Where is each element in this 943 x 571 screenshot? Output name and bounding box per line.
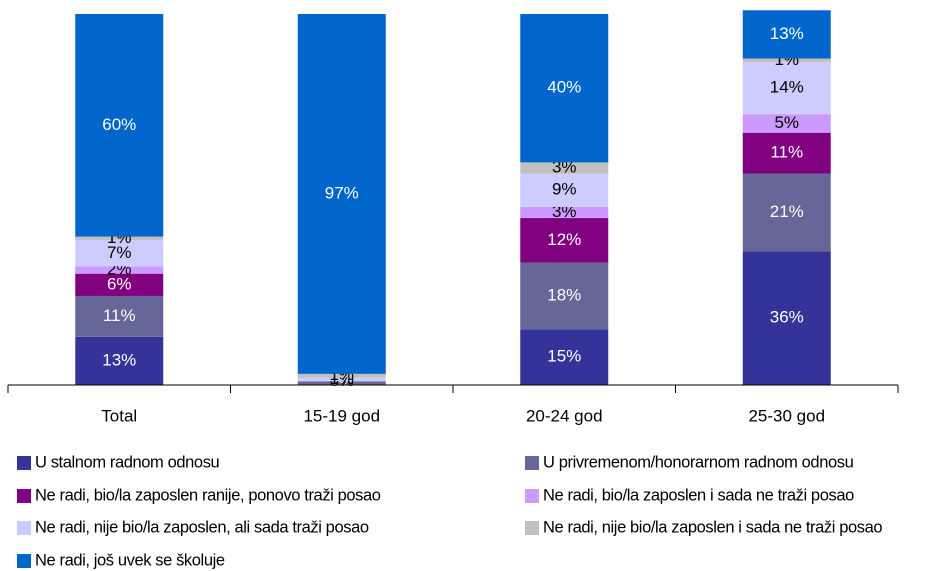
bar-segment — [520, 14, 609, 163]
bar-segment — [297, 381, 386, 385]
legend-swatch — [17, 521, 31, 535]
bar-segment — [520, 329, 609, 385]
data-label: 13% — [102, 350, 136, 369]
legend-swatch — [525, 521, 539, 535]
x-tick-label: 20-24 god — [526, 406, 603, 425]
legend-label: U privremenom/honorarnom radnom odnosu — [543, 453, 854, 471]
bar-segment — [297, 377, 386, 382]
data-label: 18% — [547, 285, 581, 304]
bar-segment — [75, 336, 164, 385]
data-label: 14% — [770, 78, 804, 97]
legend-label: Ne radi, nije bio/la zaposlen, ali sada … — [35, 518, 369, 536]
data-label: 13% — [770, 24, 804, 43]
legend-swatch — [525, 456, 539, 470]
x-tick-label: Total — [101, 406, 137, 425]
data-label: 36% — [770, 308, 804, 327]
legend-swatch — [17, 554, 31, 568]
data-label: 5% — [774, 113, 799, 132]
data-label: 6% — [107, 274, 132, 293]
legend-label: Ne radi, bio/la zaposlen ranije, ponovo … — [35, 486, 381, 504]
x-tick-label: 25-30 god — [748, 406, 825, 425]
bar-segment — [75, 236, 164, 241]
bar-segment — [742, 132, 831, 174]
data-label: 11% — [770, 143, 803, 162]
bar-segment — [75, 266, 164, 274]
bar-segment — [742, 251, 831, 385]
bar-segment — [297, 14, 386, 374]
legend-swatch — [17, 489, 31, 503]
data-label: 21% — [770, 202, 804, 221]
legend-swatch — [525, 489, 539, 503]
bar-segment — [520, 173, 609, 207]
bar-segment — [520, 218, 609, 263]
bar-segment — [75, 273, 164, 296]
legend-label: U stalnom radnom odnosu — [35, 453, 220, 471]
legend-label: Ne radi, još uvek se školuje — [35, 551, 225, 569]
x-tick-label: 15-19 god — [303, 406, 380, 425]
data-label: 11% — [103, 306, 136, 325]
bar-segment — [742, 62, 831, 115]
bar-segment — [297, 373, 386, 378]
data-label: 9% — [552, 180, 577, 199]
bar-segment — [75, 295, 164, 337]
bar-segment — [742, 58, 831, 63]
data-label: 7% — [107, 243, 132, 262]
bar-segment — [742, 114, 831, 133]
bar-segment — [520, 162, 609, 174]
bar-segment — [520, 206, 609, 219]
bar-segment — [75, 240, 164, 267]
legend-swatch — [17, 456, 31, 470]
data-label: 40% — [547, 78, 581, 97]
bar-segment — [520, 262, 609, 330]
data-label: 12% — [547, 230, 581, 249]
legend-label: Ne radi, nije bio/la zaposlen i sada ne … — [543, 518, 882, 536]
bar-segment — [742, 173, 831, 252]
data-label: 15% — [547, 347, 581, 366]
legend-label: Ne radi, bio/la zaposlen i sada ne traži… — [543, 486, 854, 504]
bar-segment — [742, 10, 831, 59]
data-label: 97% — [325, 183, 359, 202]
bar-segment — [75, 14, 164, 237]
data-label: 60% — [102, 115, 136, 134]
